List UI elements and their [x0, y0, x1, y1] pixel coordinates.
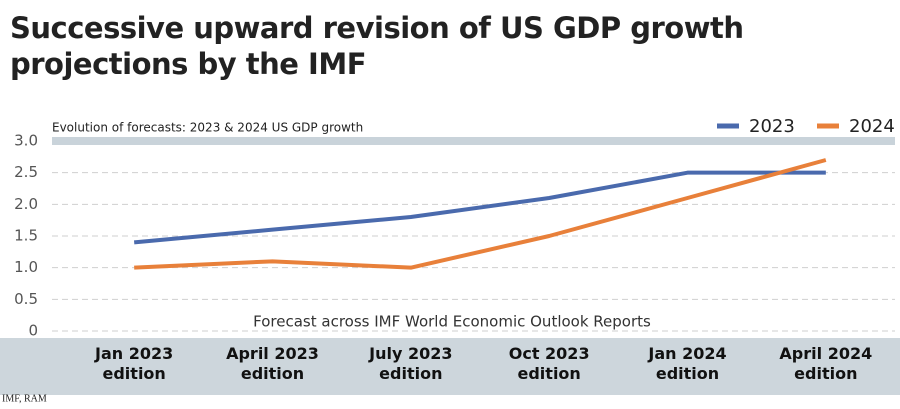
y-tick-label: 1.5 — [14, 227, 38, 245]
category-band — [0, 338, 900, 395]
y-tick-label: 1.0 — [14, 258, 38, 276]
source: IMF, RAM — [2, 393, 47, 404]
y-tick-label: 2.5 — [14, 163, 38, 181]
legend-label: 2023 — [749, 116, 795, 137]
y-tick-label: 2.0 — [14, 195, 38, 213]
x-tick-label: July 2023 edition — [369, 344, 453, 383]
x-axis-label: Forecast across IMF World Economic Outlo… — [253, 313, 651, 331]
series-line — [134, 158, 827, 270]
x-tick-label: Jan 2023 edition — [95, 344, 174, 383]
series-line — [133, 170, 826, 245]
x-tick-label: April 2023 edition — [226, 344, 319, 383]
y-tick-label: 3.0 — [14, 132, 38, 150]
x-tick-label: April 2024 edition — [779, 344, 873, 383]
legend-label: 2024 — [849, 116, 895, 137]
chart-title: Successive upward revision of US GDP gro… — [10, 11, 744, 81]
y-tick-label: 0 — [28, 322, 38, 340]
y-tick-label: 0.5 — [14, 290, 38, 308]
x-tick-label: Jan 2024 edition — [648, 344, 727, 383]
x-tick-label: Oct 2023 edition — [508, 344, 590, 383]
chart-subtitle: Evolution of forecasts: 2023 & 2024 US G… — [52, 121, 363, 135]
